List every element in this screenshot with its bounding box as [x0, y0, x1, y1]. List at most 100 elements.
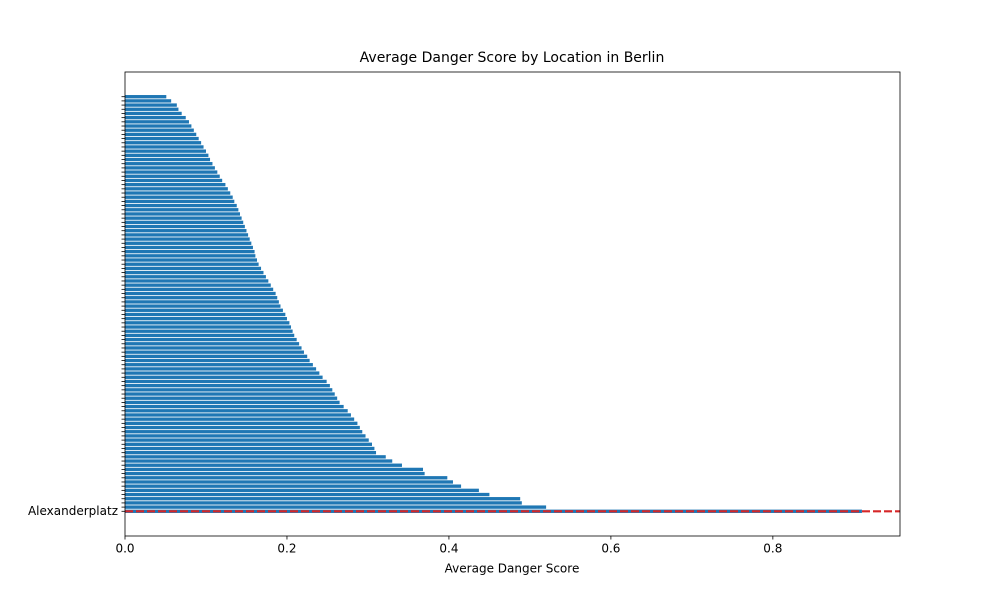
bar [125, 446, 375, 451]
bar [125, 383, 330, 388]
bar [125, 316, 287, 321]
bar [125, 287, 274, 292]
bar [125, 170, 218, 174]
bar [125, 363, 313, 367]
bar [125, 149, 206, 153]
bar [125, 203, 237, 208]
bar [125, 421, 358, 426]
bar [125, 191, 231, 195]
bar [125, 111, 182, 116]
bar [125, 404, 344, 409]
bar [125, 367, 317, 371]
x-tick-label: 0.4 [439, 542, 458, 556]
bar [125, 120, 189, 124]
bar [125, 417, 355, 421]
bar [125, 346, 302, 350]
bar [125, 312, 286, 317]
x-tick-label: 0.2 [277, 542, 296, 556]
bar [125, 208, 239, 212]
bar [125, 497, 521, 501]
bar [125, 350, 304, 354]
bar [125, 187, 228, 191]
bar [125, 471, 425, 476]
bar [125, 157, 211, 162]
plot-frame [124, 71, 901, 537]
bar [125, 442, 372, 446]
bar [125, 392, 335, 396]
bar [125, 459, 393, 463]
bar [125, 342, 300, 346]
bar [125, 329, 293, 333]
bar [125, 455, 386, 459]
bar [125, 375, 323, 379]
bar [125, 388, 333, 392]
bar [125, 379, 327, 384]
bar [125, 308, 283, 312]
bar [125, 283, 271, 287]
bar [125, 321, 290, 325]
bar [125, 254, 256, 258]
bar [125, 291, 276, 296]
bar [125, 467, 424, 472]
bar [125, 354, 308, 359]
bar [125, 237, 250, 241]
bar [125, 224, 245, 229]
bar [125, 124, 192, 128]
bar [125, 501, 522, 505]
x-axis-label: Average Danger Score [445, 562, 580, 576]
x-tick-label: 0.6 [601, 542, 620, 556]
bar [125, 304, 281, 308]
bar [125, 480, 453, 484]
bar [125, 220, 244, 225]
bar [125, 400, 340, 405]
y-tick-label: Alexanderplatz [28, 504, 118, 518]
bar [125, 212, 240, 216]
bar [125, 371, 320, 375]
bar [125, 434, 366, 438]
bar [125, 241, 252, 245]
bar [125, 396, 338, 400]
bar [125, 333, 295, 338]
bar [125, 182, 226, 187]
bar [125, 174, 220, 178]
bar [125, 141, 202, 145]
bar [125, 266, 262, 271]
bar [125, 296, 278, 300]
chart-title: Average Danger Score by Location in Berl… [360, 50, 665, 66]
bar [125, 95, 167, 99]
x-tick-label: 0.0 [115, 542, 134, 556]
bar [125, 103, 177, 107]
bar [125, 107, 179, 111]
bar [125, 128, 194, 132]
bar [125, 195, 233, 199]
bar [125, 484, 462, 488]
bar [125, 430, 363, 434]
bar [125, 166, 215, 170]
bar [125, 99, 172, 103]
bar [125, 249, 255, 254]
bar [125, 300, 279, 304]
bar [125, 258, 258, 262]
bar [125, 178, 223, 183]
bar [125, 279, 269, 283]
bar [125, 425, 360, 430]
bar [125, 153, 209, 158]
bar [125, 325, 292, 329]
bar [125, 358, 310, 363]
bar [125, 413, 351, 417]
bar [125, 216, 242, 220]
bar [125, 270, 264, 275]
bar [125, 115, 186, 120]
bar [125, 337, 297, 342]
bar [125, 245, 253, 250]
bar [125, 438, 369, 442]
x-tick-label: 0.8 [763, 542, 782, 556]
bar [125, 145, 204, 149]
bar [125, 162, 213, 166]
bar [125, 409, 348, 413]
bar [125, 233, 249, 237]
bar [125, 275, 266, 279]
bar [125, 136, 199, 141]
bar [125, 199, 235, 204]
